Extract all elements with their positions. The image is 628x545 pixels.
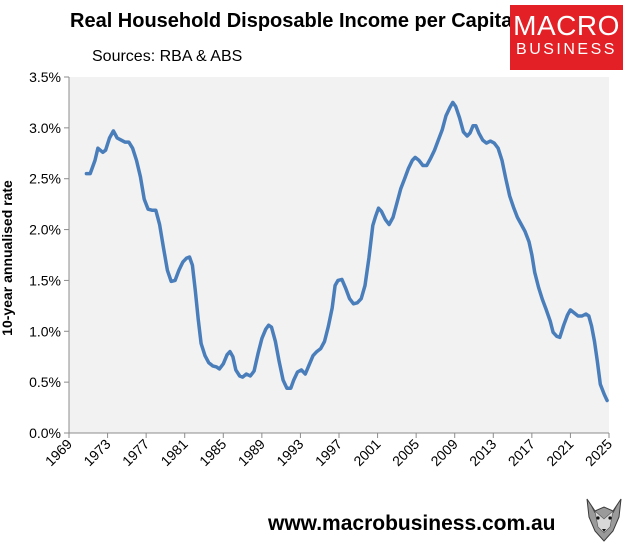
- x-tick-label: 1977: [119, 436, 152, 469]
- y-tick-label: 2.0%: [29, 222, 61, 238]
- x-tick-label: 1997: [312, 436, 345, 469]
- x-tick-label: 1981: [157, 436, 190, 469]
- x-tick-label: 2009: [427, 436, 460, 469]
- x-tick-label: 2021: [543, 436, 576, 469]
- y-tick-label: 0.0%: [29, 425, 61, 441]
- series-line: [84, 100, 609, 403]
- y-tick-label: 1.0%: [29, 323, 61, 339]
- x-tick-label: 2017: [505, 436, 538, 469]
- chart-title: Real Household Disposable Income per Cap…: [70, 10, 513, 32]
- macrobusiness-logo: MACRO BUSINESS: [510, 5, 623, 70]
- plot-area: [69, 77, 609, 433]
- chart-subtitle: Sources: RBA & ABS: [92, 48, 243, 65]
- x-tick-label: 1989: [235, 436, 268, 469]
- y-tick-label: 3.5%: [29, 69, 61, 85]
- wolf-icon: [586, 498, 622, 542]
- y-tick-label: 3.0%: [29, 120, 61, 136]
- y-tick-label: 2.5%: [29, 171, 61, 187]
- y-axis-label-text: 10-year annualised rate: [0, 180, 15, 336]
- x-tick-label: 2013: [466, 436, 499, 469]
- x-tick-label: 2005: [389, 436, 422, 469]
- y-tick-label: 0.5%: [29, 374, 61, 390]
- x-tick-label: 2025: [582, 436, 615, 469]
- x-tick-label: 1973: [80, 436, 113, 469]
- website-url: www.macrobusiness.com.au: [268, 512, 556, 535]
- logo-line2: BUSINESS: [516, 41, 617, 58]
- x-tick-label: 1993: [273, 436, 306, 469]
- x-tick-label: 1985: [196, 436, 229, 469]
- logo-line1: MACRO: [513, 10, 620, 41]
- y-tick-label: 1.5%: [29, 272, 61, 288]
- x-tick-label: 2001: [350, 436, 383, 469]
